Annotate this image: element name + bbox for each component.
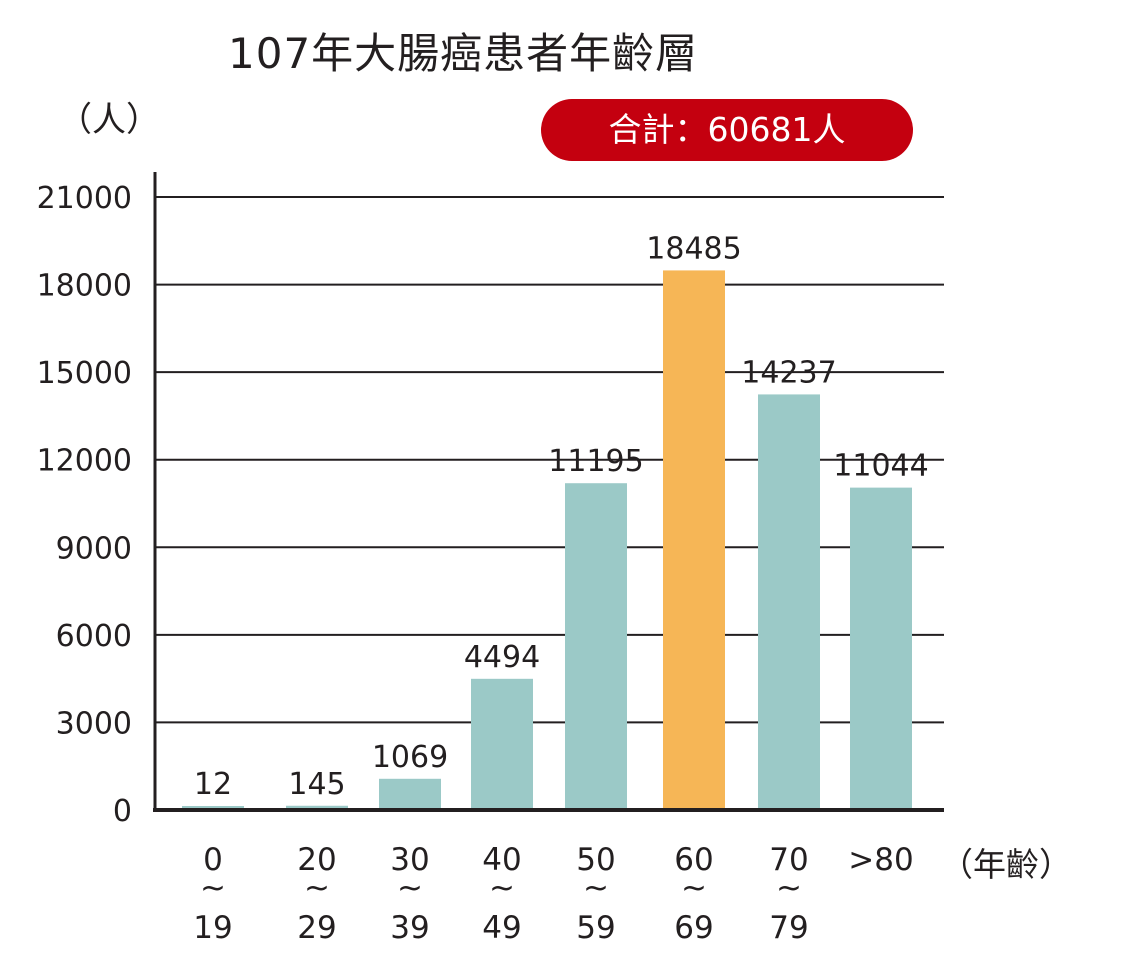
data-label: 14237 <box>741 355 836 390</box>
total-badge: 合計：60681人 <box>541 99 913 161</box>
bar <box>565 483 627 810</box>
data-label: 11195 <box>548 444 643 479</box>
x-tick-label: 50 <box>576 842 615 878</box>
data-label: 18485 <box>646 231 741 266</box>
data-label: 12 <box>194 767 232 802</box>
chart-title: 107年大腸癌患者年齡層 <box>228 29 699 78</box>
x-tick-label: 40 <box>482 842 521 878</box>
x-tick-label: 30 <box>390 842 429 878</box>
x-tick-separator: ~ <box>200 870 226 906</box>
bar <box>379 778 441 810</box>
y-tick-label: 21000 <box>37 181 132 216</box>
x-tick-separator: ~ <box>776 870 802 906</box>
y-tick-label: 18000 <box>37 269 132 304</box>
bar <box>758 394 820 810</box>
x-axis-unit: （年齡） <box>940 845 1072 884</box>
y-axis-unit: （人） <box>58 100 160 140</box>
x-tick-label: 79 <box>769 910 808 946</box>
data-label: 1069 <box>372 740 448 775</box>
y-tick-label: 9000 <box>56 531 132 566</box>
x-tick-separator: ~ <box>304 870 330 906</box>
x-tick-label: 20 <box>297 842 336 878</box>
y-tick-label: 0 <box>113 794 132 829</box>
x-tick-label: 60 <box>674 842 713 878</box>
bar <box>663 270 725 810</box>
x-tick-label: >80 <box>848 842 913 878</box>
y-tick-label: 15000 <box>37 356 132 391</box>
y-tick-label: 6000 <box>56 619 132 654</box>
x-tick-label: 0 <box>203 842 223 878</box>
data-label: 11044 <box>833 449 928 484</box>
x-tick-separator: ~ <box>397 870 423 906</box>
y-tick-label: 12000 <box>37 444 132 479</box>
bar <box>471 678 533 810</box>
bar <box>850 487 912 810</box>
x-tick-label: 29 <box>297 910 336 946</box>
bar <box>286 805 348 810</box>
x-tick-separator: ~ <box>489 870 515 906</box>
x-tick-separator: ~ <box>681 870 707 906</box>
x-tick-label: 70 <box>769 842 808 878</box>
x-tick-label: 59 <box>576 910 615 946</box>
x-tick-label: 69 <box>674 910 713 946</box>
data-label: 145 <box>288 767 345 802</box>
x-tick-label: 39 <box>390 910 429 946</box>
x-tick-label: 49 <box>482 910 521 946</box>
x-tick-separator: ~ <box>583 870 609 906</box>
data-label: 4494 <box>464 640 540 675</box>
x-tick-label: 19 <box>193 910 232 946</box>
y-tick-label: 3000 <box>56 706 132 741</box>
